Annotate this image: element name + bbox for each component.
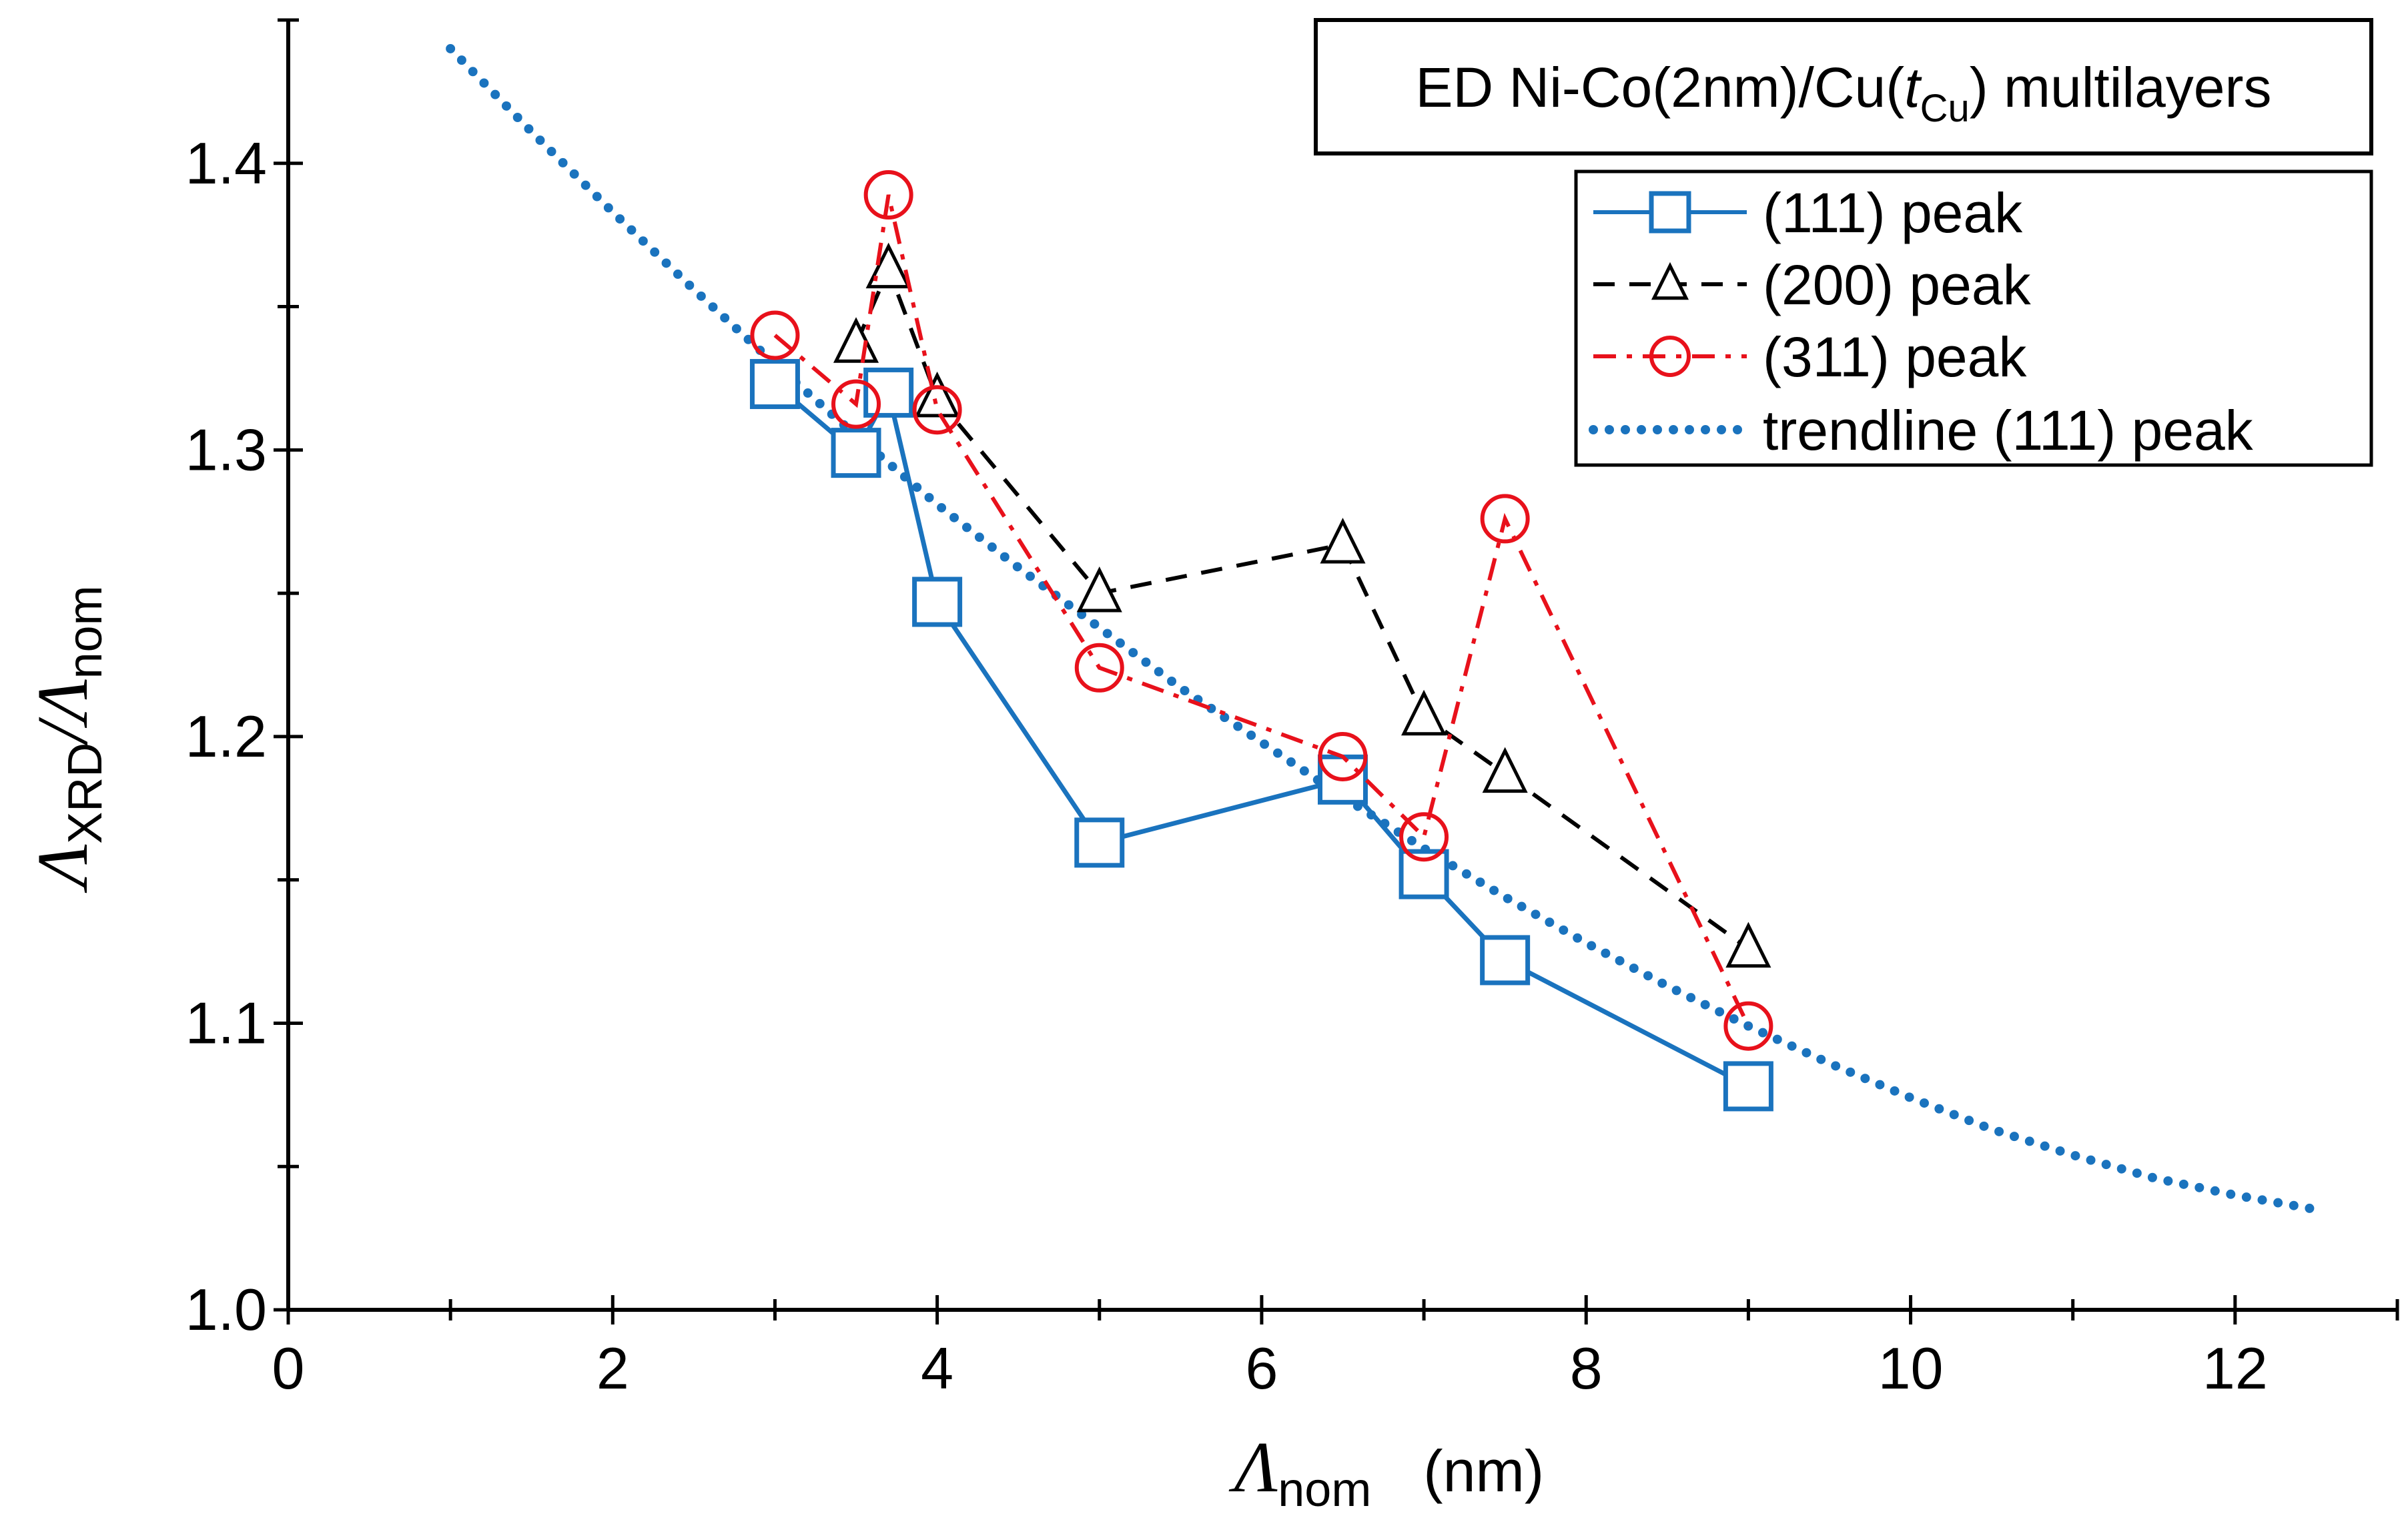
data-point-circle	[1723, 1001, 1773, 1051]
legend-label: (111) peak	[1763, 181, 2023, 244]
y-tick-label: 1.0	[185, 1276, 267, 1343]
data-point-circle	[1399, 812, 1449, 862]
data-point-circle	[912, 385, 962, 435]
data-point-square	[1074, 817, 1125, 868]
legend: (111) peak (200) peak (311) peak trendline …	[1574, 169, 2373, 467]
x-tick-label: 6	[1245, 1335, 1278, 1401]
legend-label: (311) peak	[1763, 326, 2027, 388]
x-tick-label: 8	[1570, 1335, 1603, 1401]
y-tick-label: 1.2	[185, 703, 267, 769]
data-point-circle	[1074, 643, 1124, 693]
data-point-triangle	[1725, 921, 1771, 968]
data-point-triangle	[865, 242, 911, 289]
legend-label: (200) peak	[1763, 254, 2032, 316]
legend-item: (200) peak	[1593, 254, 2032, 316]
data-point-circle	[863, 170, 913, 220]
axes: 0 2 4 6 8 10 12 1.0 1.1 1.2 1.3 1.4	[185, 18, 2399, 1401]
data-point-triangle	[914, 371, 960, 418]
data-point-circle	[1480, 494, 1530, 544]
data-point-square	[912, 577, 963, 627]
x-axis-label: Λnom (nm)	[1228, 1428, 1544, 1517]
data-point-circle	[831, 379, 881, 429]
legend-item: trendline (111) peak	[1589, 399, 2254, 462]
data-point-square	[1723, 1061, 1773, 1112]
data-point-square	[863, 367, 914, 418]
x-tick-label: 0	[272, 1335, 305, 1401]
legend-item: (111) peak	[1593, 181, 2023, 244]
data-point-circle	[750, 310, 800, 360]
data-point-triangle	[1320, 517, 1366, 564]
x-tick-label: 2	[596, 1335, 629, 1401]
data-point-circle	[1318, 731, 1368, 781]
y-tick-label: 1.1	[185, 990, 267, 1056]
legend-item: (311) peak	[1593, 326, 2027, 388]
series-line	[773, 194, 1751, 1028]
series-circle	[750, 170, 1773, 1051]
data-point-triangle	[1401, 689, 1447, 736]
chart-title: ED Ni-Co(2nm)/Cu(tCu) multilayers	[1416, 56, 2272, 130]
data-point-square	[831, 428, 881, 478]
x-tick-label: 4	[921, 1335, 953, 1401]
data-point-triangle	[1076, 566, 1122, 613]
series-line	[854, 264, 1750, 951]
series-layer	[749, 170, 1773, 1112]
y-tick-label: 1.3	[185, 416, 267, 482]
data-point-triangle	[1482, 747, 1528, 793]
x-tick-label: 10	[1878, 1335, 1944, 1401]
data-point-circle	[1649, 336, 1691, 377]
data-point-square	[749, 359, 800, 410]
data-point-triangle	[1651, 262, 1689, 300]
data-point-triangle	[833, 317, 879, 363]
title-box: ED Ni-Co(2nm)/Cu(tCu) multilayers	[1314, 18, 2373, 155]
legend-label: trendline (111) peak	[1763, 399, 2254, 462]
y-axis-label: ΛXRD/Λnom	[23, 585, 112, 893]
x-tick-label: 12	[2202, 1335, 2268, 1401]
data-point-square	[1480, 935, 1531, 986]
series-square	[749, 359, 1773, 1112]
y-tick-label: 1.4	[185, 130, 267, 196]
data-point-square	[1649, 191, 1691, 234]
